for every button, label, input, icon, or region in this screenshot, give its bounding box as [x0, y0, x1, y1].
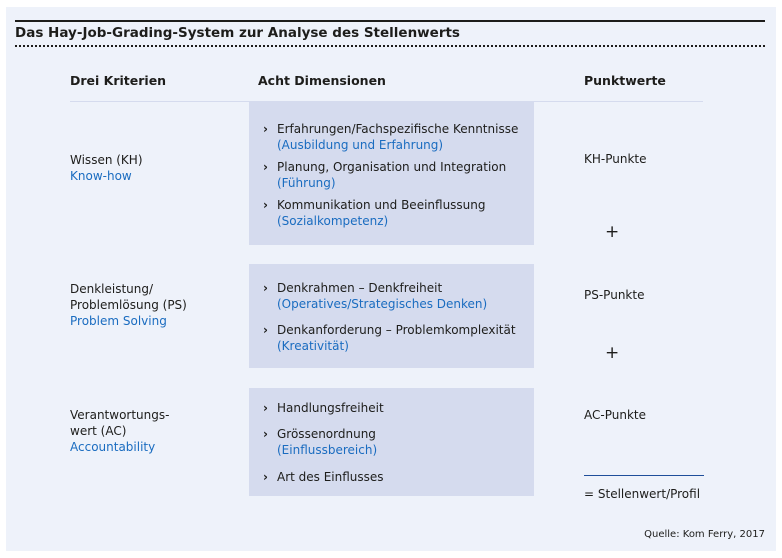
result-label: = Stellenwert/Profil	[584, 487, 701, 501]
criterion-english: Know-how	[70, 169, 132, 183]
chevron-right-icon: ›	[263, 401, 268, 415]
dimension-item: › Planung, Organisation und Integration (F…	[263, 160, 507, 190]
criterion-accountability: Verantwortungs- wert (AC) Accountability	[70, 408, 170, 454]
chevron-right-icon: ›	[263, 122, 268, 136]
chevron-right-icon: ›	[263, 470, 268, 484]
chevron-right-icon: ›	[263, 427, 268, 441]
header-points: Punktwerte	[584, 73, 666, 88]
chevron-right-icon: ›	[263, 198, 268, 212]
dimensions-box-problem-solving: › Denkrahmen – Denkfreiheit (Operatives/St…	[249, 264, 534, 368]
figure-title: Das Hay-Job-Grading-System zur Analyse d…	[15, 20, 765, 47]
header-criteria: Drei Kriterien	[70, 73, 167, 88]
dimension-item: › Kommunikation und Beeinflussung (Sozialk…	[263, 198, 486, 228]
criterion-label: Wissen (KH)	[70, 153, 143, 167]
dimension-item: › Denkanforderung – Problemkomplexität (Kr…	[263, 323, 516, 353]
criterion-knowhow: Wissen (KH) Know-how	[70, 152, 143, 184]
sum-line	[584, 475, 704, 476]
criterion-problem-solving: Denkleistung/ Problemlösung (PS) Problem…	[70, 282, 187, 328]
chevron-right-icon: ›	[263, 323, 268, 337]
header-dimensions: Acht Dimensionen	[258, 73, 386, 88]
dimension-item: › Handlungsfreiheit	[263, 401, 384, 415]
plus-sign: +	[605, 343, 620, 363]
points-kh: KH-Punkte	[584, 152, 647, 166]
dimension-item: › Erfahrungen/Fachspezifische Kenntnisse(…	[263, 122, 519, 152]
points-ps: PS-Punkte	[584, 288, 645, 302]
points-ac: AC-Punkte	[584, 408, 646, 422]
dimension-item: › Denkrahmen – Denkfreiheit (Operatives/St…	[263, 281, 488, 311]
dimension-item: › Grössenordnung (Einflussbereich)	[263, 427, 378, 457]
dimensions-box-accountability: › Handlungsfreiheit › Grössenordnung (Einfl…	[249, 388, 534, 496]
chevron-right-icon: ›	[263, 160, 268, 174]
dimensions-box-knowhow: › Erfahrungen/Fachspezifische Kenntnisse(…	[249, 101, 534, 245]
source-note: Quelle: Kom Ferry, 2017	[644, 529, 765, 540]
dimension-item: › Art des Einflusses	[263, 470, 384, 484]
chevron-right-icon: ›	[263, 281, 268, 295]
plus-sign: +	[605, 222, 620, 242]
